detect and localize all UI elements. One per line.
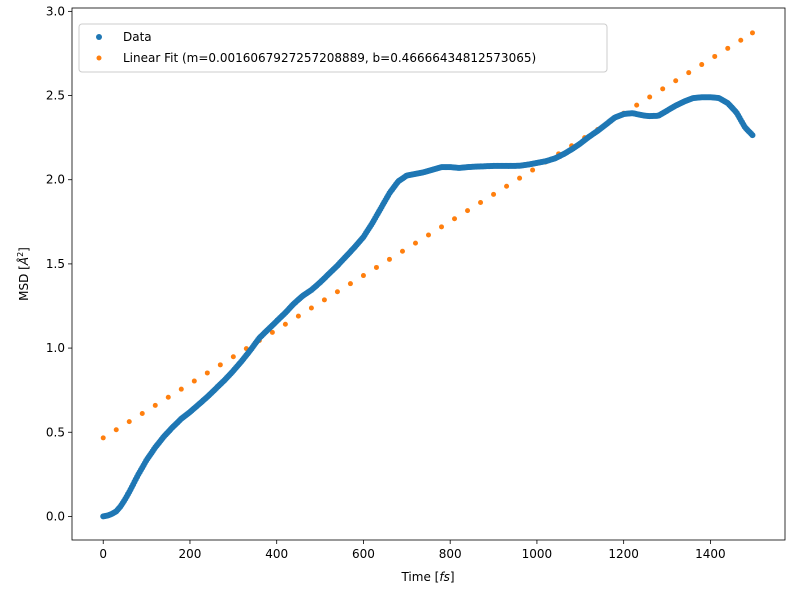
fit-point [347,281,353,287]
legend-box [78,23,608,73]
x-tick-label: 1200 [608,547,639,561]
fit-point [100,435,106,441]
fit-point [699,62,705,68]
y-tick-label: 2.0 [46,173,65,187]
fit-point [308,305,314,311]
x-tick-label: 400 [265,547,288,561]
fit-point [360,273,366,279]
linear-fit-series [100,30,755,441]
y-tick-label: 2.5 [46,89,65,103]
fit-point [412,240,418,246]
fit-point [634,102,640,108]
fit-point [386,256,392,262]
fit-point [725,45,731,51]
fit-point [504,183,510,189]
y-axis-label: MSD [Å2] [16,247,31,301]
y-tick-label: 1.0 [46,341,65,355]
x-tick-label: 800 [439,547,462,561]
plot-area-background [72,8,785,540]
fit-point [334,289,340,295]
fit-point [399,248,405,254]
fit-point [230,354,236,360]
fit-point [152,402,158,408]
fit-point [191,378,197,384]
x-axis-label: Time [fs] [400,570,454,584]
fit-point [321,297,327,303]
fit-point [204,370,210,376]
fit-point [373,264,379,270]
fit-point [426,232,431,238]
x-tick-label: 1400 [695,547,726,561]
fit-point [282,321,288,327]
fit-point [217,362,223,368]
fit-point [126,419,132,425]
fit-point [478,200,484,206]
legend-label-data: Data [123,30,152,44]
legend-label-fit: Linear Fit (m=0.0016067927257208889, b=0… [123,51,536,65]
fit-point [660,86,666,92]
fit-point [749,30,755,36]
x-tick-label: 200 [179,547,202,561]
fit-point [139,411,145,417]
fit-point [712,53,718,59]
fit-point [165,394,171,400]
fit-point [738,37,744,43]
fit-point [491,191,497,197]
legend: Data Linear Fit (m=0.0016067927257208889… [78,23,608,73]
x-axis: 0 200 400 600 800 1000 1200 1400 [99,540,726,561]
x-tick-label: 1000 [522,547,553,561]
fit-point [465,208,471,214]
fit-point [686,70,692,76]
fit-point [113,427,119,433]
x-tick-label: 600 [352,547,375,561]
plot-frame [71,7,786,541]
y-axis: 0.0 0.5 1.0 1.5 2.0 2.5 3.0 [46,4,72,523]
fit-point [673,78,679,84]
fit-point [452,216,458,222]
y-tick-label: 0.5 [46,425,65,439]
fit-point [530,167,536,173]
fit-point [269,329,275,335]
fit-point [295,313,301,319]
data-point [749,132,756,139]
legend-marker-fit [96,55,102,61]
x-tick-label: 0 [99,547,107,561]
fit-point [439,224,445,230]
y-tick-label: 3.0 [46,4,65,18]
fit-point [647,94,653,100]
fit-point [517,175,523,181]
data-series [100,94,756,520]
fit-point [178,386,184,392]
y-tick-label: 1.5 [46,257,65,271]
legend-marker-data [96,34,102,40]
y-tick-label: 0.0 [46,509,65,523]
